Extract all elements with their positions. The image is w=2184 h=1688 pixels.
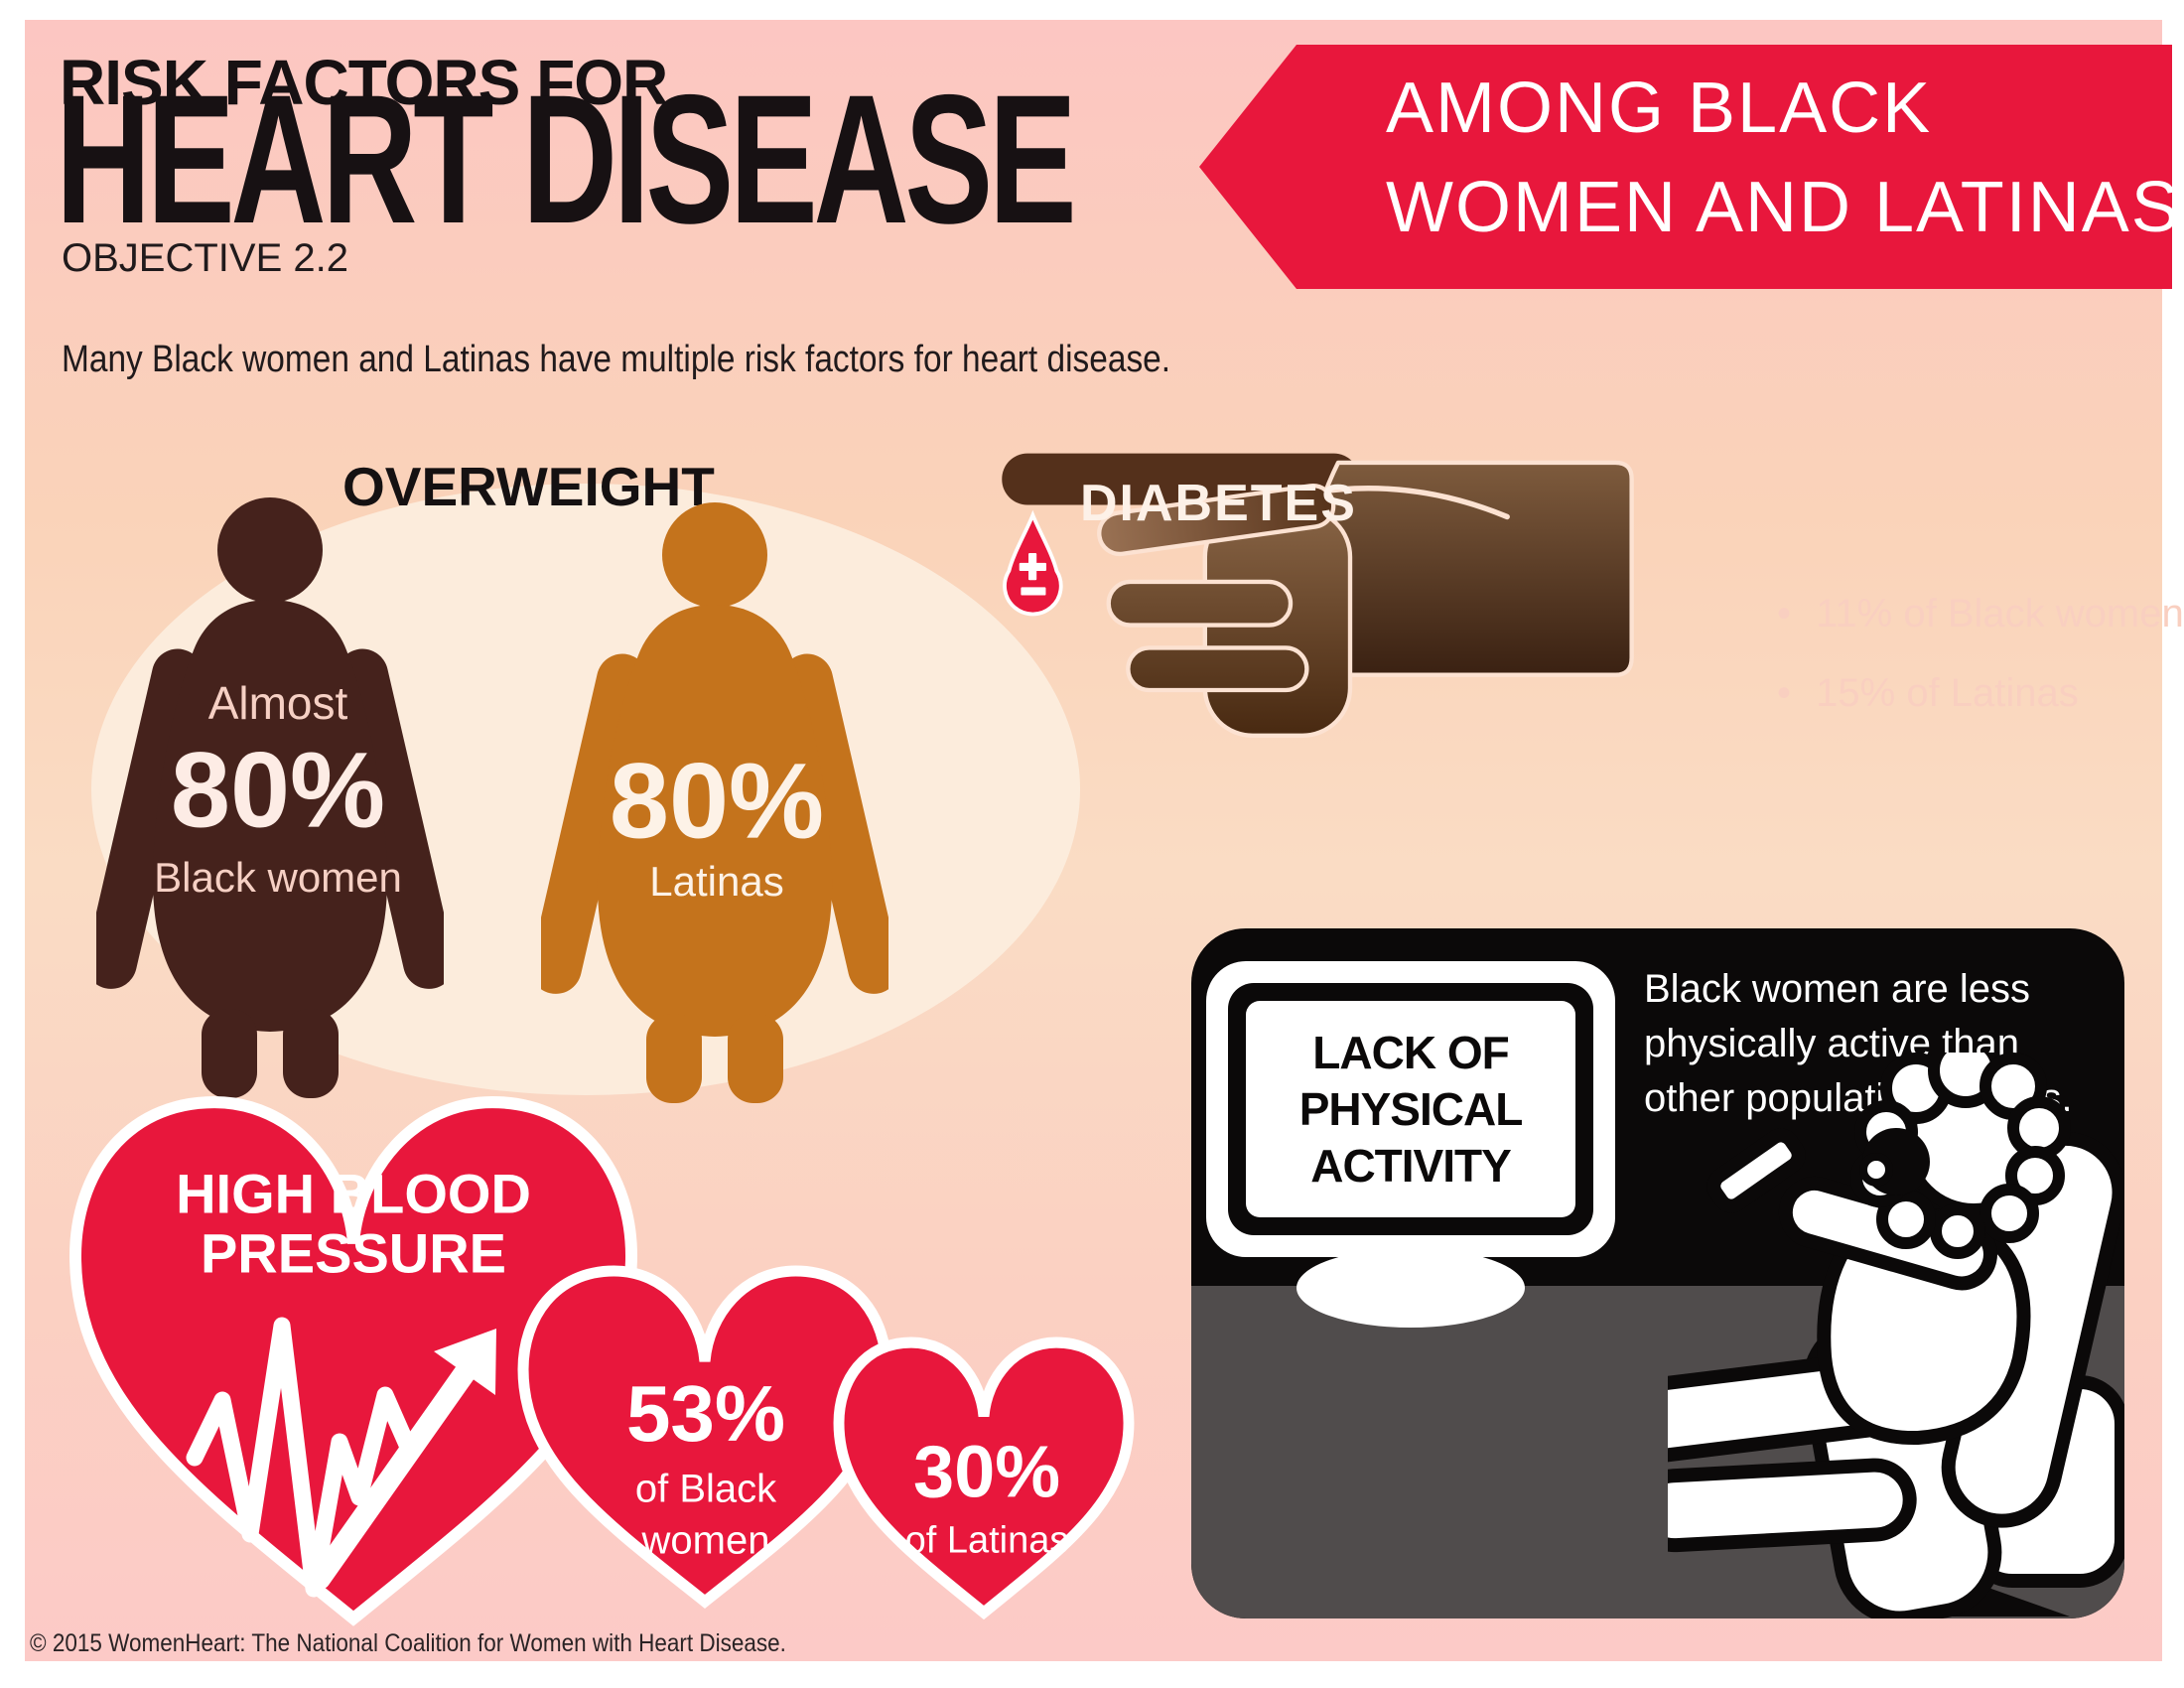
- overweight-black-women-value: 80%: [170, 729, 386, 850]
- curled-finger-lower: [1126, 645, 1309, 693]
- remote-control-icon: [1706, 1128, 1806, 1213]
- woman-lower-leg: [1668, 1458, 1917, 1553]
- objective-label: OBJECTIVE 2.2: [62, 236, 348, 280]
- minus-icon: [1021, 587, 1046, 596]
- overweight-figure-black-women: [96, 497, 444, 1098]
- diabetes-stat-text: 11% of Black women: [1816, 592, 2184, 635]
- physical-activity-panel: LACK OF PHYSICAL ACTIVITY Black women ar…: [1191, 928, 2124, 1618]
- tv-text-line3: ACTIVITY: [1310, 1139, 1512, 1192]
- caption-line1: Black women are less: [1644, 967, 2031, 1011]
- plus-icon: [1019, 553, 1046, 581]
- hbp-black-women-label2: women: [641, 1518, 770, 1563]
- eyebrow-title: RISK FACTORS FOR: [60, 47, 668, 118]
- bullet-icon: •: [1777, 671, 1792, 715]
- overweight-latinas-value: 80%: [609, 740, 825, 861]
- page-title: HEART DISEASE: [56, 58, 1077, 262]
- audience-banner-text: AMONG BLACK WOMEN AND LATINAS: [1386, 59, 2181, 257]
- intro-text: Many Black women and Latinas have multip…: [62, 339, 1171, 380]
- hbp-black-women-label1: of Black: [634, 1467, 777, 1511]
- hbp-latinas-label: of Latinas: [904, 1519, 1069, 1562]
- diabetes-stat-text: 15% of Latinas: [1816, 671, 2079, 715]
- banner-line-1: AMONG BLACK: [1386, 69, 1933, 148]
- tv-text-line2: PHYSICAL: [1298, 1082, 1524, 1135]
- tv-stand: [1297, 1248, 1525, 1328]
- ekg-arrow-icon: [186, 1317, 496, 1598]
- hbp-title-line2: PRESSURE: [200, 1221, 507, 1285]
- blood-drop-icon: [1003, 509, 1063, 617]
- heart-large: [69, 1095, 637, 1626]
- overweight-latinas-label: Latinas: [649, 858, 784, 905]
- high-blood-pressure-illustration: [69, 1095, 1135, 1626]
- bullet-icon: •: [1777, 592, 1792, 635]
- diabetes-title: DIABETES: [1080, 475, 1357, 532]
- pointing-index-finger: [1097, 483, 1336, 557]
- heart-small: [833, 1336, 1135, 1620]
- overweight-figure-latinas: [541, 502, 888, 1103]
- overweight-title: OVERWEIGHT: [342, 456, 715, 517]
- banner-line-2: WOMEN AND LATINAS: [1386, 168, 2181, 247]
- diabetes-stat-latinas: • 15% of Latinas: [1777, 671, 2079, 716]
- tv-text-line1: LACK OF: [1312, 1026, 1509, 1078]
- tv-icon: LACK OF PHYSICAL ACTIVITY: [1206, 961, 1615, 1257]
- audience-banner: AMONG BLACK WOMEN AND LATINAS: [1199, 45, 2172, 289]
- heart-medium: [517, 1265, 892, 1609]
- overweight-black-women-qualifier: Almost: [207, 677, 348, 729]
- woman-in-recliner-illustration: [1668, 1053, 2124, 1618]
- physical-activity-caption: Black women are less physically active t…: [1644, 962, 2072, 1126]
- hbp-title-line1: HIGH BLOOD: [176, 1162, 531, 1225]
- copyright-text: © 2015 WomenHeart: The National Coalitio…: [30, 1629, 786, 1657]
- hbp-black-women-value: 53%: [625, 1369, 786, 1458]
- hbp-latinas-value: 30%: [912, 1430, 1061, 1513]
- tv-bezel: LACK OF PHYSICAL ACTIVITY: [1228, 983, 1593, 1235]
- woman-nose: [1859, 1153, 1893, 1187]
- person-silhouette-icon: [541, 502, 888, 1103]
- person-silhouette-icon: [96, 497, 444, 1098]
- diabetes-stat-black-women: • 11% of Black women: [1777, 592, 2184, 636]
- tv-screen: LACK OF PHYSICAL ACTIVITY: [1246, 1001, 1575, 1217]
- diabetes-illustration: [1002, 453, 1634, 738]
- curled-finger-middle: [1106, 579, 1294, 628]
- overweight-black-women-label: Black women: [154, 854, 402, 901]
